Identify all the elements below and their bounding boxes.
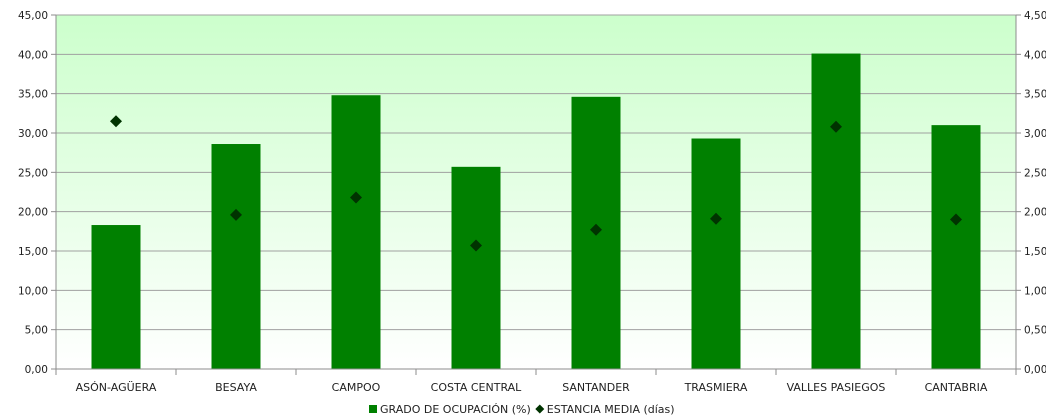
left-tick-label: 0,00 — [25, 364, 48, 376]
right-tick-label: 1,50 — [1024, 246, 1046, 258]
bar — [931, 125, 981, 369]
axes — [51, 14, 1021, 375]
bar — [91, 225, 141, 369]
diamond-marker — [350, 191, 362, 204]
bar — [451, 166, 501, 369]
category-label: CANTABRIA — [925, 381, 988, 394]
left-tick-label: 10,00 — [18, 285, 48, 297]
diamond-marker — [710, 212, 722, 225]
left-tick-label: 25,00 — [18, 167, 48, 179]
legend-bar-label: GRADO DE OCUPACIÓN (%) — [380, 403, 531, 416]
left-tick-label: 20,00 — [18, 207, 48, 219]
right-tick-label: 3,50 — [1024, 89, 1046, 101]
diamond-marker — [470, 239, 482, 252]
category-label: COSTA CENTRAL — [431, 381, 523, 394]
right-tick-label: 0,50 — [1024, 325, 1046, 337]
x-axis-category-labels: ASÓN-AGÜERA BESAYA CAMPOO COSTA CENTRAL SANT… — [76, 381, 988, 394]
right-tick-label: 4,50 — [1024, 10, 1046, 22]
left-tick-label: 15,00 — [18, 246, 48, 258]
bar — [331, 95, 381, 370]
bar — [811, 53, 861, 370]
left-tick-label: 5,00 — [25, 325, 48, 337]
legend-marker-label: ESTANCIA MEDIA (días) — [547, 403, 675, 416]
bar — [211, 144, 261, 369]
bar — [691, 138, 741, 369]
bar-series — [91, 53, 981, 370]
left-tick-label: 30,00 — [18, 128, 48, 140]
diamond-marker — [230, 208, 242, 221]
legend-bar-swatch — [369, 405, 377, 413]
left-y-axis-ticks: 0,00 5,00 10,00 15,00 20,00 25,00 30,00 35,00 40… — [18, 10, 48, 376]
right-tick-label: 2,50 — [1024, 167, 1046, 179]
right-tick-label: 4,00 — [1024, 49, 1046, 61]
category-label: BESAYA — [215, 381, 257, 394]
category-label: VALLES PASIEGOS — [787, 381, 886, 394]
left-tick-label: 40,00 — [18, 49, 48, 61]
left-tick-label: 35,00 — [18, 89, 48, 101]
left-tick-label: 45,00 — [18, 10, 48, 22]
category-label: CAMPOO — [332, 381, 381, 394]
marker-series — [110, 115, 962, 252]
diamond-marker — [950, 213, 962, 226]
right-tick-label: 1,00 — [1024, 285, 1046, 297]
right-y-axis-ticks: 0,00 0,50 1,00 1,50 2,00 2,50 3,00 3,50 4,00 4,50 — [1024, 10, 1046, 376]
right-tick-label: 2,00 — [1024, 207, 1046, 219]
right-tick-label: 0,00 — [1024, 364, 1046, 376]
plot-area — [56, 15, 1016, 369]
category-label: SANTANDER — [562, 381, 630, 394]
legend-marker-swatch — [535, 404, 545, 414]
diamond-marker — [110, 115, 122, 128]
category-label: ASÓN-AGÜERA — [76, 381, 157, 394]
diamond-marker — [830, 120, 842, 133]
right-tick-label: 3,00 — [1024, 128, 1046, 140]
category-label: TRASMIERA — [684, 381, 748, 394]
legend: GRADO DE OCUPACIÓN (%) ESTANCIA MEDIA (d… — [369, 403, 675, 416]
diamond-marker — [590, 223, 602, 236]
